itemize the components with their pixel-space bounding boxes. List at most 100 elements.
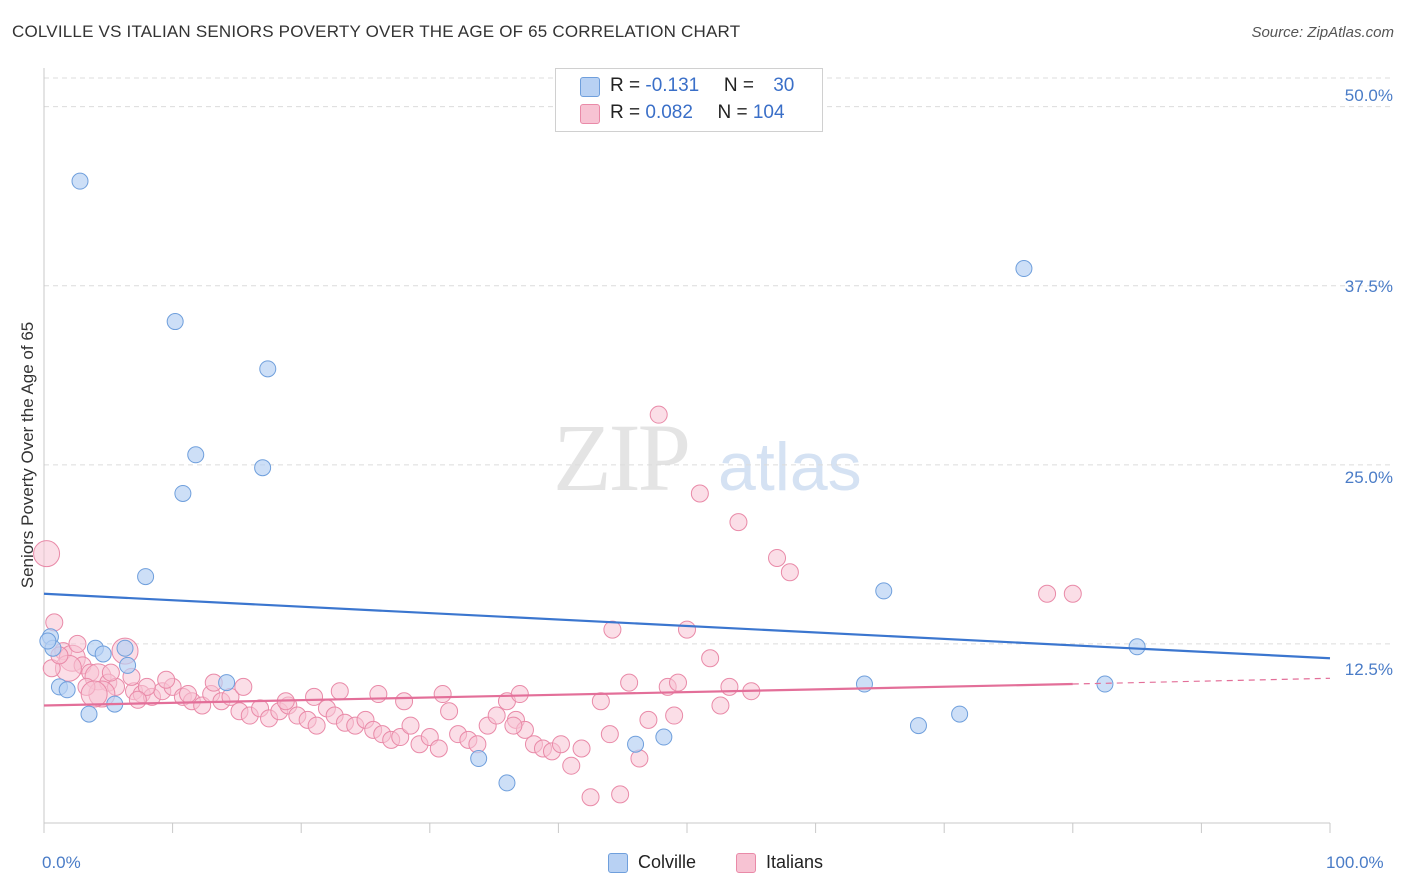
italians-swatch: [580, 104, 600, 124]
legend-italians-label: Italians: [766, 852, 824, 872]
colville-point: [909, 717, 927, 735]
colville-point: [875, 582, 893, 600]
italians-point: [330, 682, 349, 701]
italians-point: [649, 405, 668, 424]
colville-point: [166, 313, 184, 331]
colville-point: [655, 728, 673, 746]
colville-point: [254, 459, 272, 477]
italians-point: [510, 685, 529, 704]
colville-point: [470, 750, 488, 768]
colville-point: [116, 639, 134, 657]
italians-point: [33, 540, 61, 568]
x-tick-label: 100.0%: [1326, 853, 1384, 872]
n-label: N =: [717, 102, 753, 123]
y-axis-label: Seniors Poverty Over the Age of 65: [18, 321, 37, 589]
italians-point: [668, 673, 687, 692]
italians-point: [68, 634, 87, 653]
colville-point: [39, 632, 57, 650]
italians-point: [487, 706, 506, 725]
italians-point: [620, 673, 639, 692]
watermark-atlas: atlas: [718, 429, 862, 505]
colville-point: [498, 774, 516, 792]
colville-point: [174, 484, 192, 502]
italians-point: [665, 706, 684, 725]
n-value: 30: [773, 75, 795, 96]
y-tick-label: 37.5%: [1344, 277, 1393, 296]
chart-title: COLVILLE VS ITALIAN SENIORS POVERTY OVER…: [12, 22, 741, 41]
colville-swatch: [608, 853, 628, 873]
italians-point: [768, 548, 787, 567]
italians-point: [157, 670, 176, 689]
colville-point: [855, 675, 873, 693]
italians-point: [440, 702, 459, 721]
italians-point: [305, 687, 324, 706]
italians-point: [369, 685, 388, 704]
colville-point: [58, 681, 76, 699]
x-tick-label: 0.0%: [42, 853, 81, 872]
colville-point: [218, 674, 236, 692]
colville-point: [1015, 260, 1033, 278]
italians-point: [690, 484, 709, 503]
italians-point: [429, 739, 448, 758]
italians-point: [551, 735, 570, 754]
colville-point: [119, 656, 137, 674]
italians-point: [1038, 584, 1057, 603]
italians-trendline-extension: [1072, 677, 1331, 685]
italians-point: [391, 728, 410, 747]
source-credit: Source: ZipAtlas.com: [1251, 24, 1394, 41]
italians-point: [137, 677, 156, 696]
italians-point: [581, 788, 600, 807]
stats-legend: R = -0.131 N = 30 R = 0.082 N = 104: [555, 68, 823, 132]
y-tick-label: 12.5%: [1344, 660, 1393, 679]
italians-point: [433, 685, 452, 704]
colville-point: [951, 705, 969, 723]
legend-italians-text: R = 0.082 N = 104: [610, 102, 785, 124]
italians-point: [678, 620, 696, 639]
r-value: -0.131: [645, 75, 700, 96]
italians-point: [711, 696, 730, 715]
r-value: 0.082: [645, 102, 693, 123]
italians-point: [572, 739, 591, 758]
italians-point: [101, 663, 120, 682]
italians-point: [630, 749, 649, 768]
colville-swatch: [580, 77, 600, 97]
italians-point: [591, 692, 610, 711]
n-value: 104: [752, 102, 785, 123]
italians-point: [720, 677, 739, 696]
italians-point: [234, 677, 253, 696]
colville-point: [627, 735, 645, 753]
italians-point: [307, 716, 326, 735]
legend-colville-label: Colville: [638, 852, 697, 872]
y-tick-label: 50.0%: [1344, 86, 1393, 105]
italians-point: [600, 725, 619, 744]
italians-swatch: [736, 853, 756, 873]
y-tick-label: 25.0%: [1344, 468, 1393, 487]
italians-point: [1063, 584, 1082, 603]
italians-point: [729, 513, 748, 532]
italians-point: [639, 710, 658, 729]
colville-point: [80, 705, 98, 723]
italians-point: [179, 685, 198, 704]
italians-point: [562, 756, 581, 775]
colville-point: [259, 360, 277, 378]
r-label: R =: [610, 102, 646, 123]
italians-point: [128, 690, 147, 709]
italians-point: [401, 716, 420, 735]
colville-point: [137, 568, 155, 586]
watermark-zip: ZIP: [553, 404, 691, 511]
n-label: N =: [723, 75, 760, 96]
colville-point: [1128, 638, 1146, 656]
italians-point: [395, 692, 414, 711]
legend-colville-text: R = -0.131 N = 30: [610, 75, 794, 97]
italians-point: [80, 680, 108, 708]
colville-trendline: [43, 592, 1331, 660]
italians-point: [611, 785, 630, 804]
italians-point: [780, 563, 799, 582]
colville-point: [94, 645, 112, 663]
r-label: R =: [610, 75, 646, 96]
colville-point: [71, 172, 89, 190]
italians-trendline: [43, 682, 1073, 707]
italians-point: [701, 649, 720, 668]
italians-point: [45, 613, 64, 632]
